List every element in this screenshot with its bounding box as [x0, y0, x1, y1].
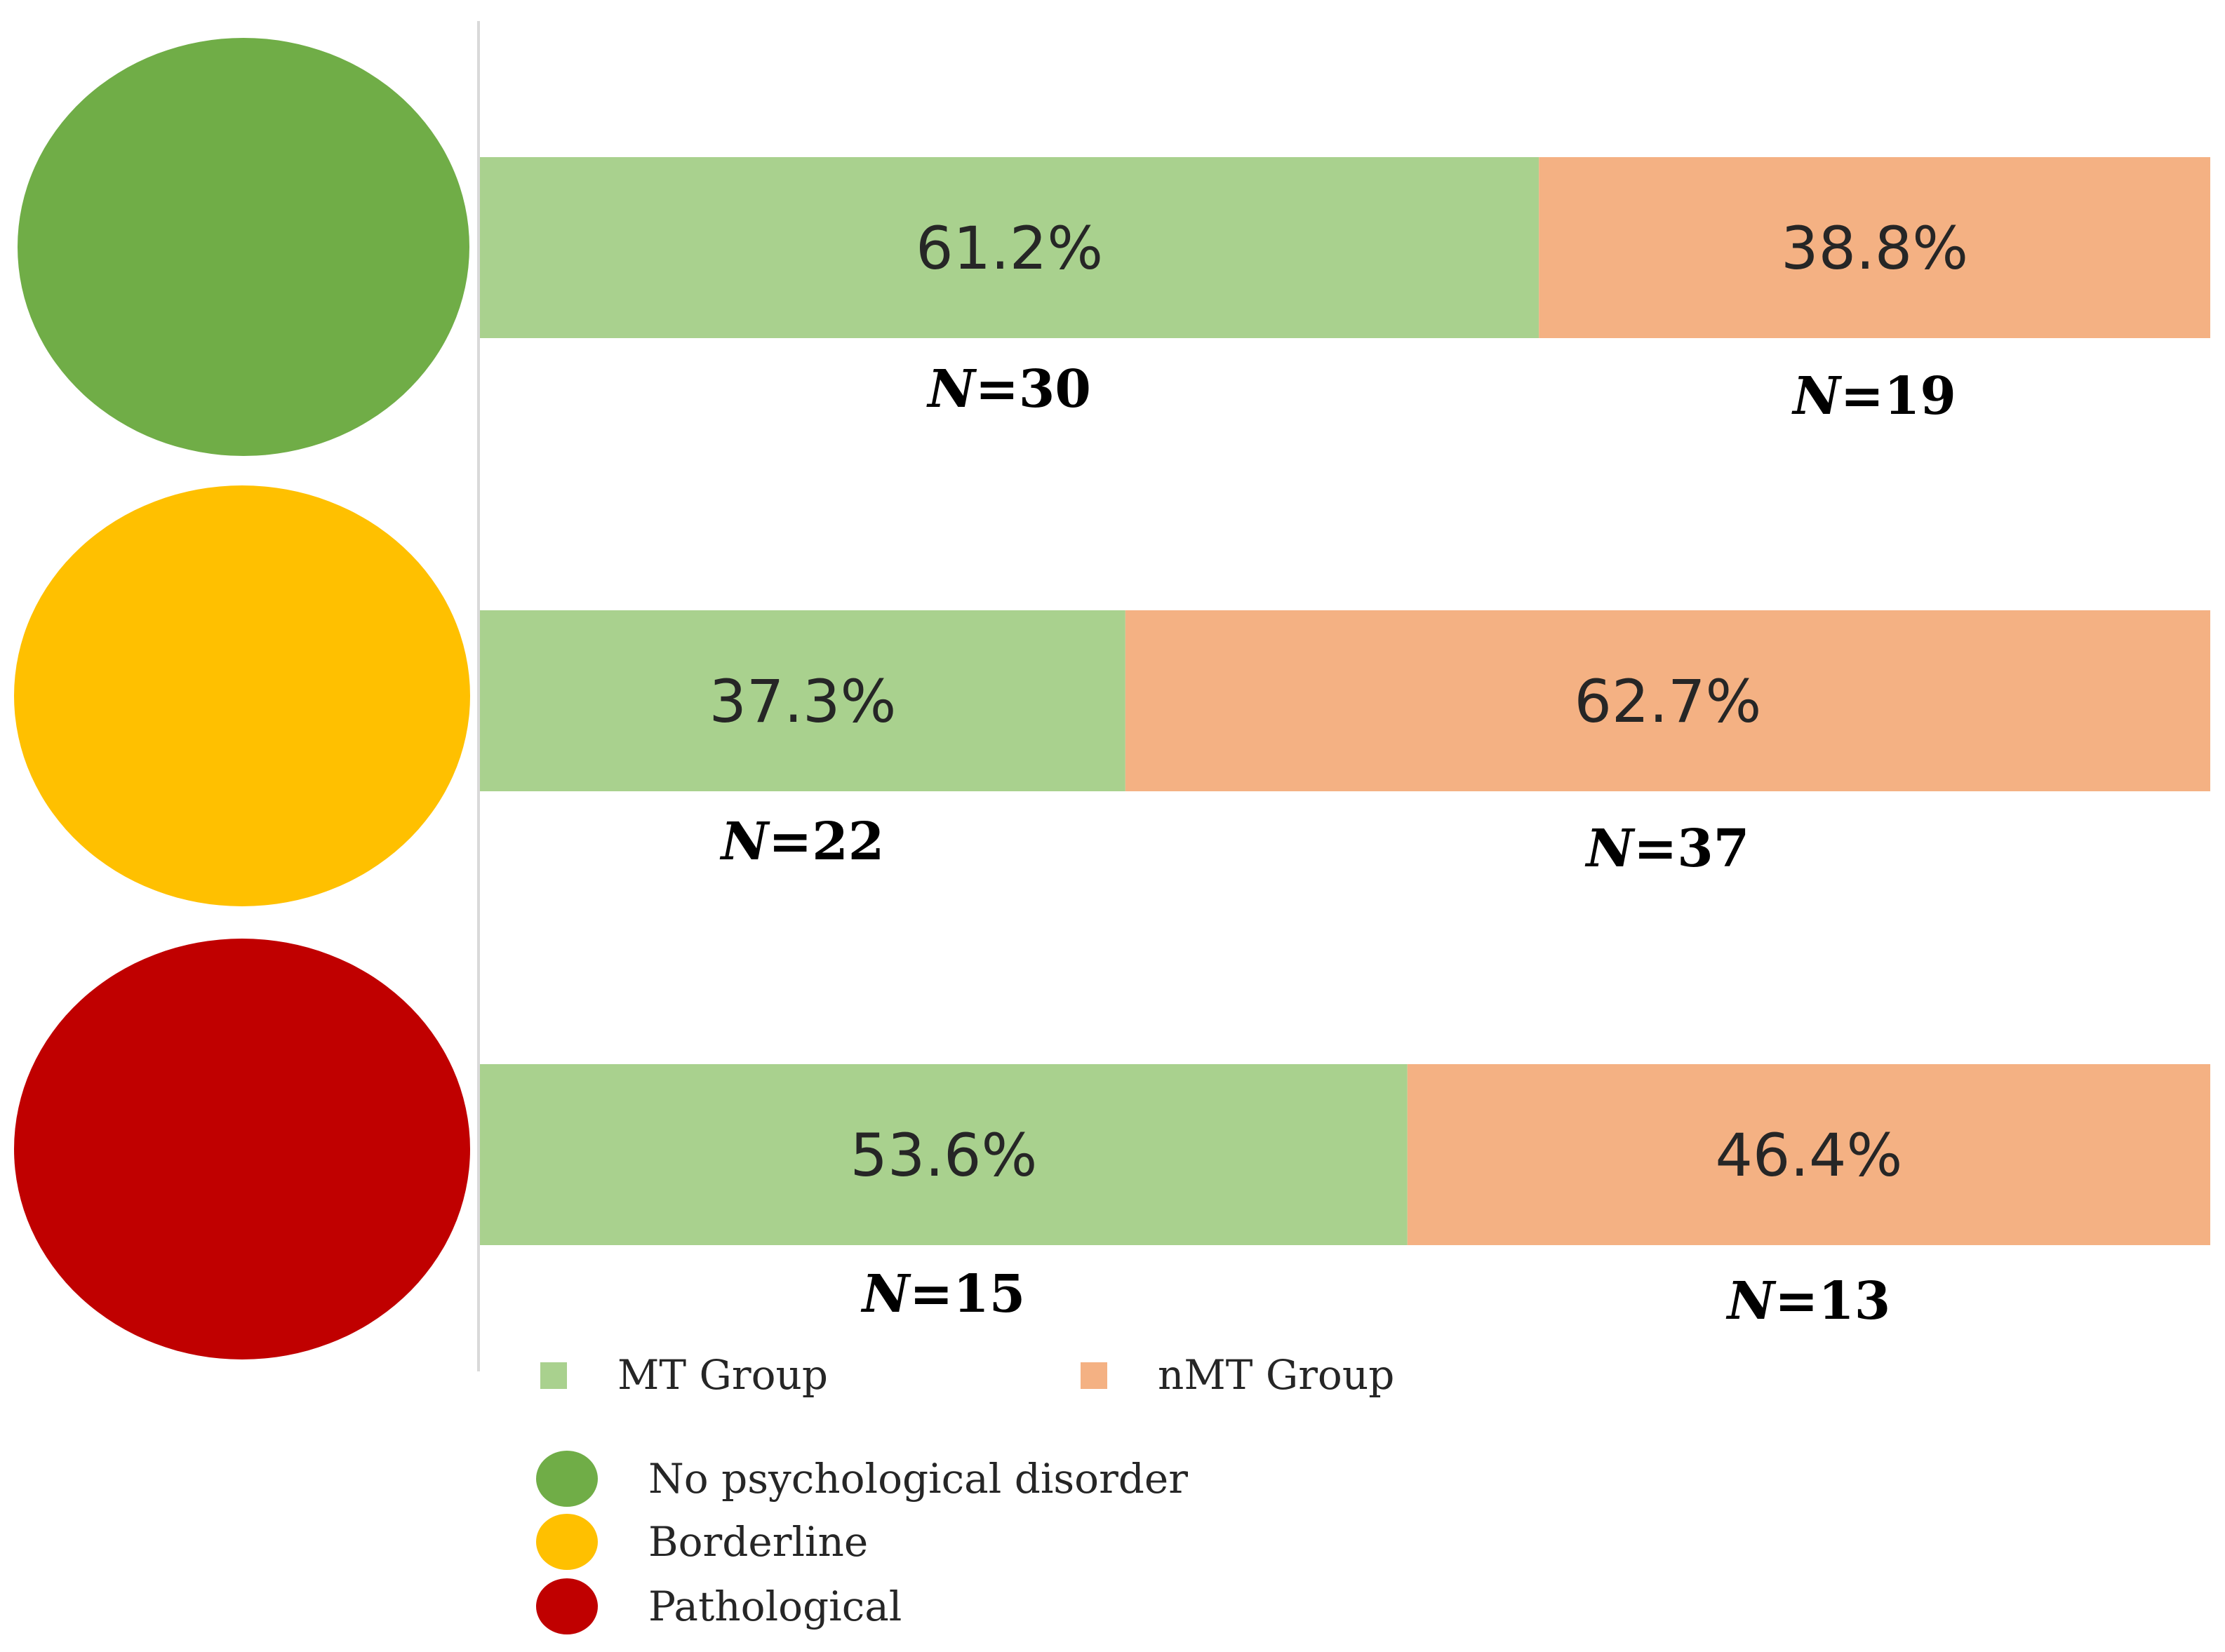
legend-circle-borderline	[536, 1514, 598, 1570]
n-label-nmt-group-borderline: N=37	[1585, 819, 1750, 879]
value-label-mt-group-no-psychological-disorder: 61.2%	[916, 214, 1103, 283]
legend-category-pathological: Pathological	[648, 1583, 902, 1630]
category-circle-no-psychological-disorder	[18, 38, 469, 456]
legend-category-borderline: Borderline	[648, 1518, 868, 1566]
category-indicators	[14, 38, 470, 1359]
legend-label-nmt-group: nMT Group	[1158, 1351, 1394, 1399]
bar-nmt-group-pathological	[1407, 1064, 2210, 1245]
bar-mt-group-borderline	[480, 610, 1125, 791]
legend-label-mt-group: MT Group	[617, 1351, 828, 1399]
legend-swatch-mt-group	[540, 1362, 567, 1389]
n-label-nmt-group-pathological: N=13	[1726, 1271, 1891, 1331]
n-label-nmt-group-no-psychological-disorder: N=19	[1791, 366, 1956, 427]
n-label-mt-group-pathological: N=15	[861, 1264, 1026, 1324]
value-label-mt-group-borderline: 37.3%	[709, 667, 896, 736]
n-label-mt-group-borderline: N=22	[720, 812, 885, 872]
category-circle-pathological	[14, 939, 470, 1359]
bars-layer	[480, 157, 2210, 1245]
bar-nmt-group-no-psychological-disorder	[1539, 157, 2210, 338]
legend-circle-no-psychological-disorder	[536, 1451, 598, 1507]
n-label-mt-group-no-psychological-disorder: N=30	[926, 359, 1091, 419]
bar-mt-group-pathological	[480, 1064, 1408, 1245]
legend-circle-pathological	[536, 1578, 598, 1634]
value-label-nmt-group-no-psychological-disorder: 38.8%	[1781, 214, 1968, 283]
labels-layer: 61.2% N=30 38.8% N=19 37.3% N=22 62.7% N=37 53.6…	[709, 214, 1968, 1331]
category-circle-borderline	[14, 485, 470, 906]
value-label-nmt-group-pathological: 46.4%	[1715, 1121, 1902, 1190]
value-label-mt-group-pathological: 53.6%	[850, 1121, 1037, 1190]
bar-nmt-group-borderline	[1125, 610, 2210, 791]
legend-swatch-nmt-group	[1081, 1362, 1107, 1389]
value-label-nmt-group-borderline: 62.7%	[1574, 667, 1761, 736]
bar-mt-group-no-psychological-disorder	[480, 157, 1539, 338]
legend-category-no-psychological-disorder: No psychological disorder	[648, 1455, 1188, 1503]
legend: MT Group nMT Group No psychological disord…	[536, 1351, 1394, 1634]
